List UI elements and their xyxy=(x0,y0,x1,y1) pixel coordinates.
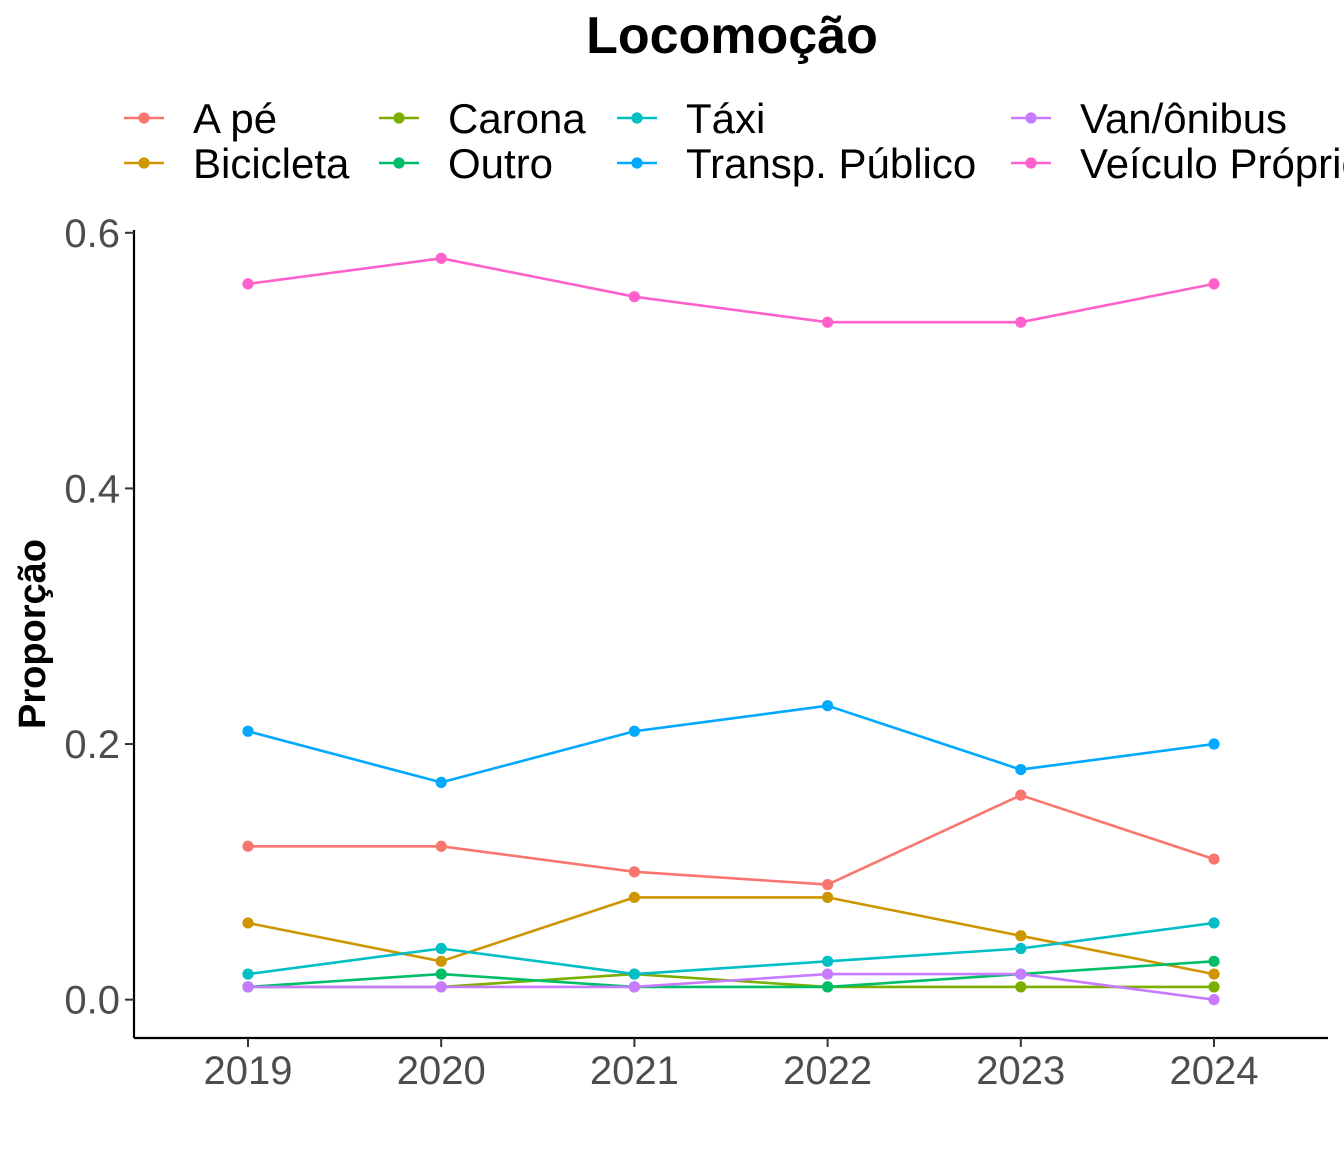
legend-key-point xyxy=(138,112,150,124)
axes: 0.0 0.2 0.4 0.6 2019 2020 2021 2022 2023 2024 xyxy=(64,212,1328,1093)
legend-item-a-pe: A pé xyxy=(124,95,277,142)
series-line-a-pe xyxy=(248,793,1215,886)
point-van-onibus-2020 xyxy=(435,981,447,993)
legend-item-van-onibus: Van/ônibus xyxy=(1011,95,1287,142)
point-van-onibus-2023 xyxy=(1015,968,1027,980)
legend-label: Carona xyxy=(448,95,586,142)
legend-key-point xyxy=(1025,157,1037,169)
point-bicicleta-2023 xyxy=(1015,930,1027,942)
series-taxi xyxy=(242,917,1220,980)
point-transp-publico-2019 xyxy=(242,725,254,737)
y-tick-label-0-0: 0.0 xyxy=(64,979,120,1023)
point-outro-2024 xyxy=(1208,955,1220,967)
legend-item-outro: Outro xyxy=(379,140,553,187)
plot-area xyxy=(242,252,1220,1006)
point-veiculo-proprio-2022 xyxy=(822,316,834,328)
legend-key-point xyxy=(1025,112,1037,124)
legend-label: Outro xyxy=(448,140,553,187)
x-tick-label-2020: 2020 xyxy=(397,1049,486,1093)
point-bicicleta-2021 xyxy=(628,891,641,904)
point-a-pe-2019 xyxy=(242,840,254,852)
series-line-taxi xyxy=(247,921,1215,976)
legend-label: A pé xyxy=(193,95,277,142)
legend-item-carona: Carona xyxy=(379,95,586,142)
point-veiculo-proprio-2020 xyxy=(435,252,447,264)
legend-label: Transp. Público xyxy=(686,140,976,187)
legend-item-taxi: Táxi xyxy=(617,95,765,142)
point-taxi-2023 xyxy=(1015,942,1027,955)
x-tick-label-2021: 2021 xyxy=(590,1049,679,1093)
legend-key-point xyxy=(393,112,405,124)
series-veiculo-proprio xyxy=(242,252,1220,328)
point-veiculo-proprio-2019 xyxy=(242,278,254,290)
point-transp-publico-2020 xyxy=(435,776,447,788)
point-veiculo-proprio-2023 xyxy=(1015,316,1027,328)
series-a-pe xyxy=(242,789,1220,891)
point-veiculo-proprio-2021 xyxy=(628,291,641,303)
point-bicicleta-2019 xyxy=(242,917,254,929)
point-veiculo-proprio-2024 xyxy=(1208,278,1220,290)
series-line-transp-publico xyxy=(247,704,1215,784)
point-taxi-2020 xyxy=(435,942,447,955)
legend-item-bicicleta: Bicicleta xyxy=(124,140,350,187)
point-a-pe-2024 xyxy=(1208,853,1220,865)
series-line-outro xyxy=(247,960,1215,989)
point-outro-2020 xyxy=(435,968,447,980)
point-a-pe-2022 xyxy=(822,879,834,891)
point-transp-publico-2023 xyxy=(1015,763,1027,776)
point-taxi-2021 xyxy=(628,968,641,980)
point-outro-2022 xyxy=(822,981,834,993)
point-bicicleta-2020 xyxy=(435,955,447,967)
y-tick-label-0-4: 0.4 xyxy=(64,467,120,511)
point-bicicleta-2024 xyxy=(1208,968,1220,980)
legend-item-veiculo-proprio: Veículo Próprio xyxy=(1011,140,1344,187)
point-van-onibus-2021 xyxy=(628,981,641,993)
x-tick-label-2024: 2024 xyxy=(1170,1049,1259,1093)
x-tick-label-2023: 2023 xyxy=(976,1049,1065,1093)
legend-key-point xyxy=(631,157,643,169)
point-transp-publico-2024 xyxy=(1208,738,1220,750)
series-van-onibus xyxy=(242,968,1220,1006)
legend-label: Veículo Próprio xyxy=(1080,140,1344,187)
series-line-veiculo-proprio xyxy=(247,256,1215,324)
series-line-van-onibus xyxy=(248,972,1215,1001)
y-tick-label-0-6: 0.6 xyxy=(64,212,120,256)
point-taxi-2024 xyxy=(1208,917,1220,929)
point-transp-publico-2022 xyxy=(822,700,834,712)
point-taxi-2022 xyxy=(822,955,834,967)
y-axis-label: Proporção xyxy=(12,539,54,729)
legend-label: Bicicleta xyxy=(193,140,350,187)
point-a-pe-2023 xyxy=(1015,789,1027,801)
point-van-onibus-2022 xyxy=(822,968,834,980)
chart-title: Locomoção xyxy=(586,7,878,65)
point-a-pe-2021 xyxy=(628,866,641,878)
x-tick-label-2019: 2019 xyxy=(204,1049,293,1093)
point-transp-publico-2021 xyxy=(628,725,641,737)
point-carona-2024 xyxy=(1208,981,1220,993)
legend-key-point xyxy=(393,157,405,169)
legend-label: Van/ônibus xyxy=(1080,95,1287,142)
series-transp-publico xyxy=(242,700,1220,788)
point-van-onibus-2024 xyxy=(1208,994,1220,1006)
y-tick-label-0-2: 0.2 xyxy=(64,723,120,767)
series-bicicleta xyxy=(242,891,1220,980)
point-van-onibus-2019 xyxy=(242,981,254,993)
legend-key-point xyxy=(138,157,150,169)
point-bicicleta-2022 xyxy=(822,891,834,904)
point-taxi-2019 xyxy=(242,968,254,980)
legend-item-transp-publico: Transp. Público xyxy=(617,140,976,187)
legend-key-point xyxy=(631,112,643,124)
x-tick-label-2022: 2022 xyxy=(783,1049,872,1093)
point-a-pe-2020 xyxy=(435,840,447,852)
series-line-bicicleta xyxy=(247,896,1215,976)
legend-label: Táxi xyxy=(686,95,765,142)
point-carona-2023 xyxy=(1015,981,1027,993)
